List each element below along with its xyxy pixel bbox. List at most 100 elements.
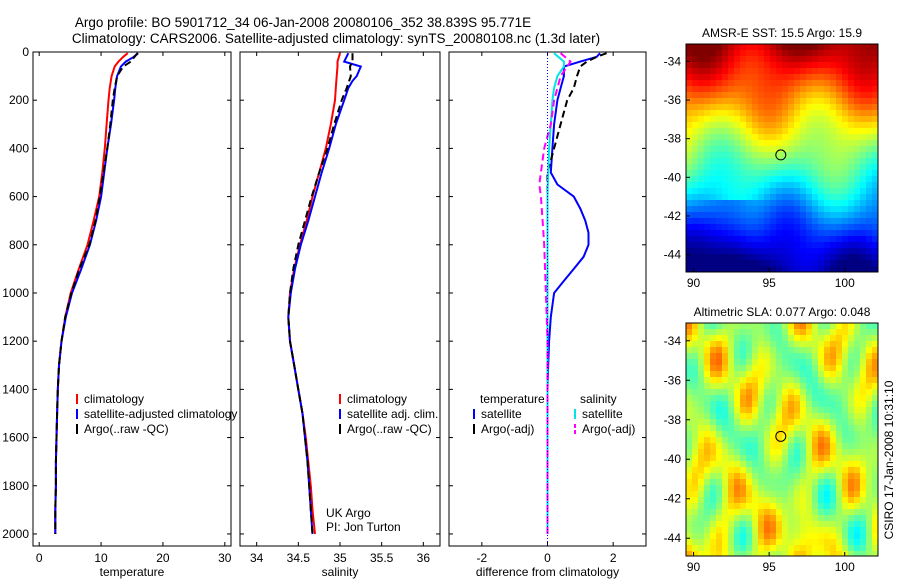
sst_map-cell bbox=[782, 116, 789, 123]
sst_map-cell bbox=[746, 110, 753, 117]
sst_map-cell bbox=[812, 68, 819, 75]
sla_map-cell bbox=[794, 413, 801, 420]
sla_map-cell bbox=[734, 413, 741, 420]
sla_map-cell bbox=[842, 419, 849, 426]
sla_map-cell bbox=[752, 443, 759, 450]
sla_map-cell bbox=[782, 323, 789, 330]
sst_map-cell bbox=[794, 248, 801, 255]
sst_map-cell bbox=[776, 110, 783, 117]
temperature-xtick-label: 0 bbox=[36, 551, 43, 565]
sst_map-cell bbox=[716, 140, 723, 147]
sst_map-cell bbox=[824, 98, 831, 105]
sst_map-cell bbox=[740, 56, 747, 63]
sst_map-cell bbox=[806, 140, 813, 147]
sla_map-cell bbox=[740, 347, 747, 354]
difference-legend-label: Argo(-adj) bbox=[582, 422, 635, 436]
sst_map-cell bbox=[866, 236, 873, 243]
sst_map-cell bbox=[710, 104, 717, 111]
sla_map-cell bbox=[782, 449, 789, 456]
sla_map-cell bbox=[704, 395, 711, 402]
sla_map-cell bbox=[746, 467, 753, 474]
sla_map-cell bbox=[854, 425, 861, 432]
sst_map-cell bbox=[800, 266, 807, 273]
sla_map-cell bbox=[728, 545, 735, 552]
sst_map-cell bbox=[686, 170, 693, 177]
sla_map-cell bbox=[818, 431, 825, 438]
sst_map-cell bbox=[788, 68, 795, 75]
sst_map-cell bbox=[788, 116, 795, 123]
sla_map-cell bbox=[872, 539, 879, 546]
sla_map-cell bbox=[830, 365, 837, 372]
sst_map-cell bbox=[782, 194, 789, 201]
sla_map-cell bbox=[794, 419, 801, 426]
sla_map-cell bbox=[824, 431, 831, 438]
sla_map-cell bbox=[770, 359, 777, 366]
sla_map-cell bbox=[758, 389, 765, 396]
sla_map-cell bbox=[716, 353, 723, 360]
sla_map-cell bbox=[854, 401, 861, 408]
sla_map-cell bbox=[734, 545, 741, 552]
depth-tick-label: 1200 bbox=[2, 334, 29, 348]
sst_map-cell bbox=[860, 224, 867, 231]
sla_map-cell bbox=[836, 491, 843, 498]
sla_map-cell bbox=[758, 449, 765, 456]
sla_map-cell bbox=[788, 389, 795, 396]
sst_map-cell bbox=[746, 170, 753, 177]
sst_map-cell bbox=[872, 80, 879, 87]
sst_map-cell bbox=[770, 68, 777, 75]
sla_map-cell bbox=[686, 503, 693, 510]
sst_map-cell bbox=[758, 86, 765, 93]
sst_map-cell bbox=[752, 182, 759, 189]
sst_map-cell bbox=[860, 182, 867, 189]
sst_map-cell bbox=[782, 98, 789, 105]
sla_map-cell bbox=[746, 437, 753, 444]
sla_map-cell bbox=[776, 389, 783, 396]
sla_map-cell bbox=[854, 323, 861, 330]
sst_map-cell bbox=[794, 74, 801, 81]
sst_map-cell bbox=[872, 170, 879, 177]
sst_map-cell bbox=[764, 116, 771, 123]
sst_map-cell bbox=[842, 170, 849, 177]
sst_map-cell bbox=[848, 194, 855, 201]
sst_map-cell bbox=[758, 56, 765, 63]
sla_map-cell bbox=[734, 479, 741, 486]
sla_map-cell bbox=[770, 443, 777, 450]
sla_map-cell bbox=[800, 533, 807, 540]
sla_map-cell bbox=[854, 365, 861, 372]
sla_map-cell bbox=[812, 413, 819, 420]
sla_map-cell bbox=[830, 461, 837, 468]
sla_map-cell bbox=[746, 359, 753, 366]
sla_map-cell bbox=[776, 395, 783, 402]
sst_map-cell bbox=[746, 44, 753, 51]
sla_map-cell bbox=[758, 461, 765, 468]
sst_map-cell bbox=[794, 68, 801, 75]
sla_map-cell bbox=[872, 347, 879, 354]
sla_map-cell bbox=[698, 401, 705, 408]
sst_map-cell bbox=[698, 122, 705, 129]
sst_map-cell bbox=[782, 140, 789, 147]
sla_map-cell bbox=[806, 479, 813, 486]
sla_map-cell bbox=[830, 467, 837, 474]
sla_map-cell bbox=[788, 401, 795, 408]
sla_map-cell bbox=[746, 551, 753, 557]
sst_map-cell bbox=[818, 50, 825, 57]
sla_map-cell bbox=[692, 413, 699, 420]
sst_map-cell bbox=[806, 50, 813, 57]
sst_map-cell bbox=[788, 158, 795, 165]
sst_map-cell bbox=[740, 236, 747, 243]
sla_map-cell bbox=[722, 329, 729, 336]
sst_map-cell bbox=[692, 212, 699, 219]
sst_map-cell bbox=[686, 98, 693, 105]
sla_map-cell bbox=[848, 401, 855, 408]
sla_map-cell bbox=[818, 437, 825, 444]
sst_map-cell bbox=[770, 56, 777, 63]
sst_map-cell bbox=[860, 254, 867, 261]
sla_map-cell bbox=[686, 521, 693, 528]
sla_map-cell bbox=[746, 503, 753, 510]
salinity-xtick-label: 36 bbox=[417, 551, 431, 565]
sla_map-cell bbox=[824, 359, 831, 366]
sst_map-cell bbox=[686, 212, 693, 219]
sla_map-cell bbox=[866, 551, 873, 557]
sst_map-cell bbox=[740, 188, 747, 195]
sla_map-cell bbox=[740, 377, 747, 384]
